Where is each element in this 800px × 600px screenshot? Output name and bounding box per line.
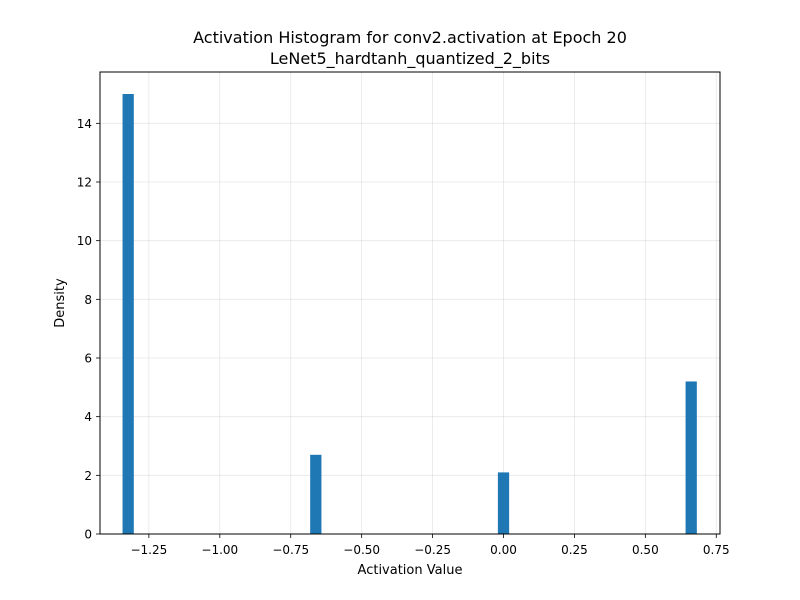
chart-subtitle: LeNet5_hardtanh_quantized_2_bits <box>270 49 550 69</box>
x-tick-label: −1.25 <box>130 543 167 557</box>
x-tick-label: −0.50 <box>343 543 380 557</box>
y-tick-label: 4 <box>84 410 92 424</box>
x-tick-label: 0.25 <box>561 543 588 557</box>
y-tick-label: 8 <box>84 293 92 307</box>
histogram-bar <box>122 94 134 534</box>
x-tick-label: 0.00 <box>490 543 517 557</box>
y-tick-label: 14 <box>77 117 92 131</box>
histogram-bar <box>497 472 510 534</box>
y-tick-label: 12 <box>77 176 92 190</box>
x-tick-label: 0.50 <box>632 543 659 557</box>
y-tick-label: 2 <box>84 469 92 483</box>
y-axis-ticks: 0 2 4 6 8 10 12 14 <box>77 117 100 542</box>
x-tick-label: −0.75 <box>272 543 309 557</box>
x-tick-label: −1.00 <box>201 543 238 557</box>
x-axis-label: Activation Value <box>358 563 463 578</box>
y-tick-label: 10 <box>77 234 92 248</box>
y-tick-label: 6 <box>84 352 92 366</box>
grid-lines <box>100 72 720 535</box>
histogram-bar <box>310 454 322 534</box>
histogram-bar <box>685 381 697 534</box>
y-axis-label: Density <box>53 278 68 328</box>
x-tick-label: −0.25 <box>414 543 451 557</box>
chart-title: Activation Histogram for conv2.activatio… <box>193 28 627 47</box>
y-tick-label: 0 <box>84 528 92 542</box>
plot-frame <box>99 71 721 535</box>
histogram-bars <box>122 94 697 534</box>
x-axis-ticks: −1.25 −1.00 −0.75 −0.50 −0.25 0.00 0.25 0.50 0.7… <box>130 534 730 557</box>
x-tick-label: 0.75 <box>703 543 730 557</box>
